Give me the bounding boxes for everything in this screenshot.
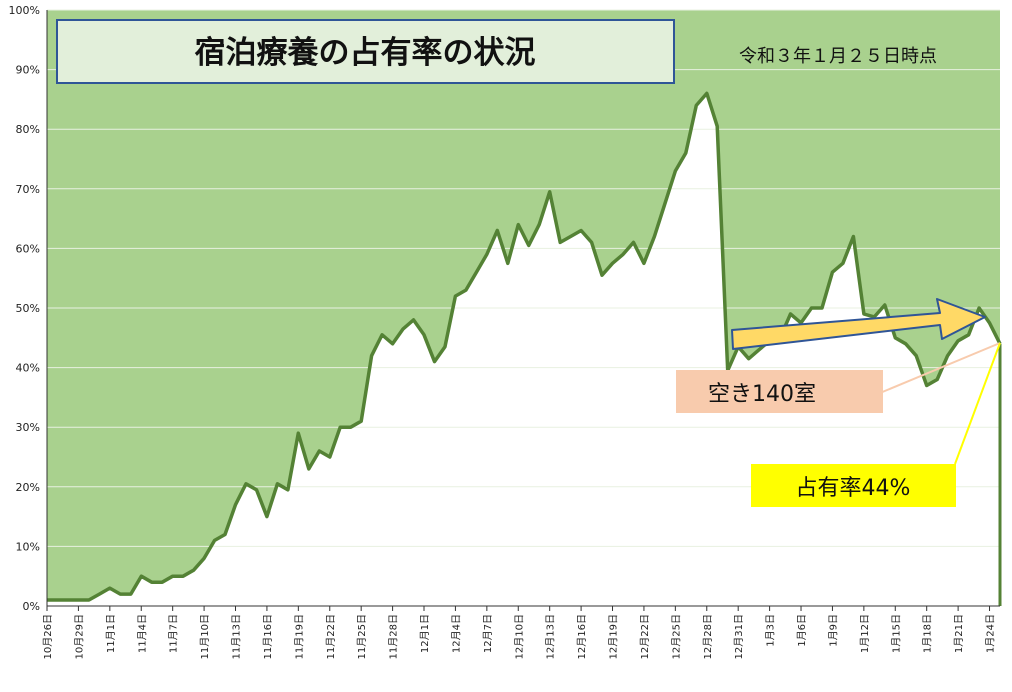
trend-arrow [731,298,986,350]
x-tick-label-26: 1月12日 [859,614,871,653]
x-tick-label-18: 12月19日 [608,614,620,659]
x-tick-label-20: 12月25日 [670,614,682,659]
x-tick-label-6: 11月13日 [231,614,243,659]
x-tick-label-29: 1月21日 [953,614,965,653]
x-tick-label-1: 10月29日 [73,614,85,659]
x-tick-label-4: 11月7日 [168,614,180,653]
y-axis: 0% 10% 20% 30% 40% 50% 60% 70% 80% 90% 100% [9,4,48,613]
title-background [56,19,675,84]
x-tick-label-23: 1月3日 [765,614,777,647]
y-tick-label-6: 60% [16,242,40,255]
occupancy-label: 占有率44% [796,476,911,501]
vacancy-label-box [676,370,883,413]
x-tick-label-16: 12月13日 [545,614,557,659]
x-tick-label-12: 12月1日 [419,614,431,653]
x-tick-label-3: 11月4日 [136,614,148,653]
y-tick-label-5: 50% [16,302,40,315]
x-tick-label-13: 12月4日 [450,614,462,653]
vacancy-leader-line [879,342,1001,394]
x-tick-label-28: 1月18日 [922,614,934,653]
y-tick-label-1: 10% [16,540,40,553]
x-tick-label-24: 1月6日 [796,614,808,647]
y-tick-label-0: 0% [23,600,40,613]
chart-title: 宿泊療養の占有率の状況 [195,35,536,71]
title-box: 宿泊療養の占有率の状況 [56,19,675,84]
x-tick-label-7: 11月16日 [262,614,274,659]
x-tick-label-19: 12月22日 [639,614,651,659]
x-tick-label-11: 11月28日 [388,614,400,659]
x-tick-label-2: 11月1日 [105,614,117,653]
y-tick-label-4: 40% [16,362,40,375]
x-tick-label-0: 10月26日 [42,614,54,659]
x-tick-label-22: 12月31日 [733,614,745,659]
y-tick-label-2: 20% [16,481,40,494]
y-tick-label-10: 100% [9,4,40,17]
x-axis: 10月26日 10月29日 11月1日 11月4日 11月7日 11月10日 11月13日 1… [42,605,1000,659]
x-tick-label-27: 1月15日 [890,614,902,653]
x-tick-label-25: 1月9日 [827,614,839,647]
x-tick-label-10: 11月25日 [356,614,368,659]
x-tick-label-8: 11月19日 [293,614,305,659]
series-line [47,91,1002,602]
x-tick-label-5: 11月10日 [199,614,211,659]
as-of-date: 令和３年１月２５日時点 [739,46,937,67]
y-tick-label-3: 30% [16,421,40,434]
occupancy-line [47,91,1002,606]
y-tick-label-8: 80% [16,123,40,136]
occupancy-label-box [751,464,956,507]
annotation-occupancy: 占有率44% [751,342,1001,507]
x-tick-label-21: 12月28日 [702,614,714,659]
x-tick-label-9: 11月22日 [325,614,337,659]
y-tick-label-9: 90% [16,64,40,77]
y-tick-label-7: 70% [16,183,40,196]
vacancy-label: 空き140室 [708,382,816,407]
x-tick-label-15: 12月10日 [513,614,525,659]
x-tick-label-30: 1月24日 [985,614,997,653]
occupancy-leader-line [954,342,1001,465]
x-tick-label-14: 12月7日 [482,614,494,653]
trend-arrow-shape [731,298,986,350]
x-tick-label-17: 12月16日 [576,614,588,659]
annotation-vacancy: 空き140室 [676,342,1001,413]
